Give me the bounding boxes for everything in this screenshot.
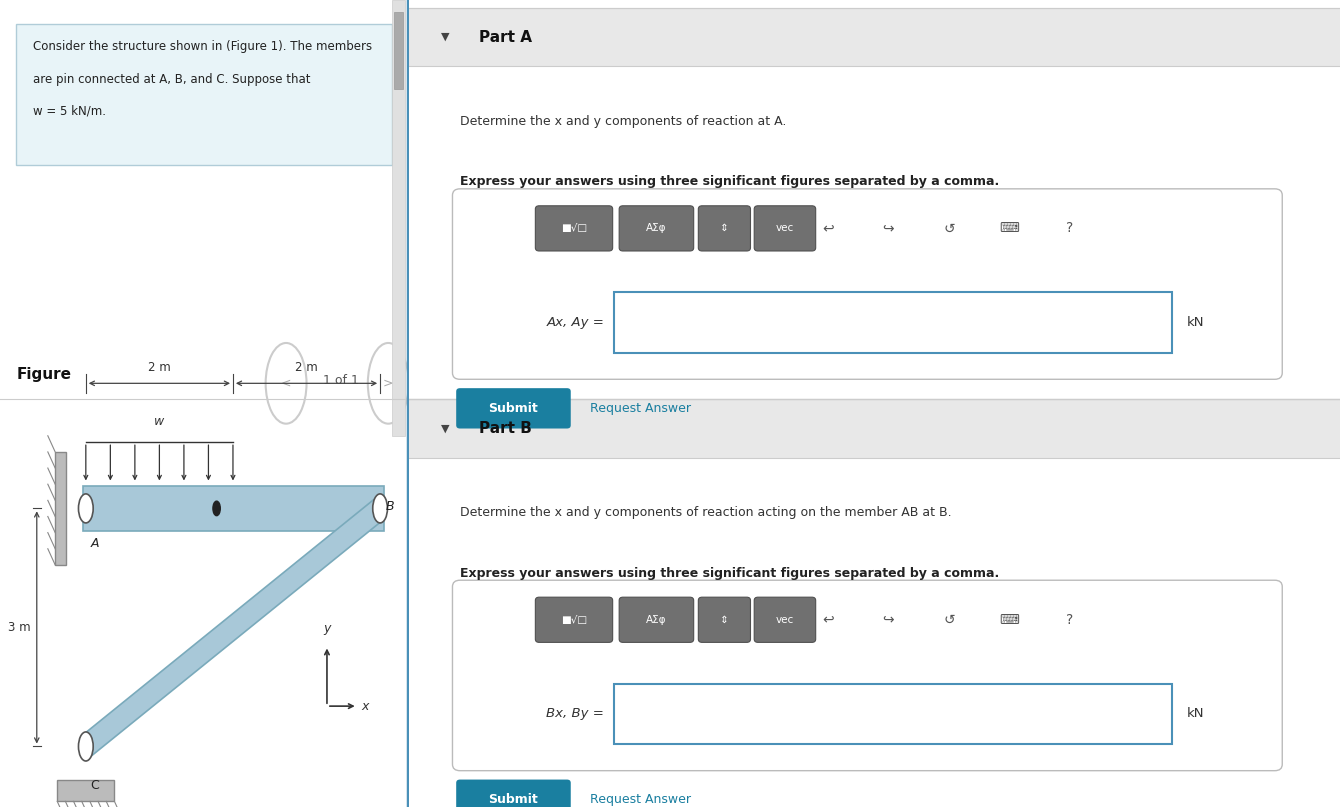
Text: ?: ? [1067, 613, 1073, 627]
Text: Request Answer: Request Answer [591, 402, 691, 415]
Text: ■√□: ■√□ [561, 224, 587, 233]
Text: Express your answers using three significant figures separated by a comma.: Express your answers using three signifi… [460, 175, 1000, 188]
Text: w: w [154, 415, 165, 428]
Text: <: < [281, 377, 291, 390]
Text: kN: kN [1186, 316, 1203, 329]
Circle shape [213, 501, 220, 516]
FancyBboxPatch shape [456, 780, 571, 807]
Text: Submit: Submit [489, 793, 539, 806]
Text: Request Answer: Request Answer [591, 793, 691, 806]
Text: ↪: ↪ [883, 613, 894, 627]
FancyBboxPatch shape [614, 684, 1172, 744]
Text: ↺: ↺ [943, 613, 954, 627]
Text: Determine the x and y components of reaction at A.: Determine the x and y components of reac… [460, 115, 787, 128]
Text: vec: vec [776, 224, 795, 233]
Text: AΣφ: AΣφ [646, 224, 667, 233]
Text: ↺: ↺ [943, 221, 954, 236]
FancyBboxPatch shape [614, 292, 1172, 353]
FancyBboxPatch shape [698, 206, 750, 251]
Text: ▼: ▼ [441, 32, 450, 42]
Polygon shape [83, 496, 383, 759]
Bar [394, 12, 403, 89]
Text: ↩: ↩ [821, 613, 833, 627]
Text: Express your answers using three significant figures separated by a comma.: Express your answers using three signifi… [460, 567, 1000, 579]
Text: ⇕: ⇕ [720, 224, 729, 233]
FancyBboxPatch shape [698, 597, 750, 642]
Text: w = 5 kN/m.: w = 5 kN/m. [32, 105, 106, 118]
Text: ?: ? [1067, 221, 1073, 236]
Polygon shape [83, 486, 385, 531]
Text: are pin connected at A, B, and C. Suppose that: are pin connected at A, B, and C. Suppos… [32, 73, 310, 86]
Text: vec: vec [776, 615, 795, 625]
Text: y: y [323, 622, 331, 635]
Text: ▼: ▼ [441, 424, 450, 433]
Text: ↩: ↩ [821, 221, 833, 236]
Text: 3 m: 3 m [8, 621, 31, 634]
FancyBboxPatch shape [409, 399, 1340, 458]
Text: ■√□: ■√□ [561, 615, 587, 625]
Text: 2 m: 2 m [147, 361, 170, 374]
Text: >: > [383, 377, 394, 390]
Text: Part B: Part B [478, 421, 532, 436]
Text: Ax, Ay =: Ax, Ay = [547, 316, 604, 329]
Text: ⇕: ⇕ [720, 615, 729, 625]
Text: Determine the x and y components of reaction acting on the member AB at B.: Determine the x and y components of reac… [460, 506, 951, 519]
FancyBboxPatch shape [536, 206, 612, 251]
FancyBboxPatch shape [409, 8, 1340, 66]
Text: 2 m: 2 m [295, 361, 318, 374]
Text: Figure: Figure [16, 367, 71, 383]
FancyBboxPatch shape [16, 24, 393, 165]
Text: Bx, By =: Bx, By = [547, 707, 604, 721]
FancyBboxPatch shape [453, 189, 1282, 379]
Bar [55, 452, 66, 565]
FancyBboxPatch shape [536, 597, 612, 642]
Text: Submit: Submit [489, 402, 539, 415]
FancyBboxPatch shape [619, 597, 694, 642]
Text: ⌨: ⌨ [1000, 221, 1020, 236]
Text: A: A [91, 537, 99, 550]
Text: Part A: Part A [478, 30, 532, 44]
Bar [393, 0, 405, 436]
Text: 1 of 1: 1 of 1 [323, 374, 359, 387]
Text: Consider the structure shown in (Figure 1). The members: Consider the structure shown in (Figure … [32, 40, 371, 53]
Circle shape [373, 494, 387, 523]
Circle shape [79, 732, 94, 761]
Text: AΣφ: AΣφ [646, 615, 667, 625]
Circle shape [79, 494, 94, 523]
Text: B: B [386, 500, 394, 513]
Text: C: C [90, 779, 99, 792]
FancyBboxPatch shape [619, 206, 694, 251]
Text: ↪: ↪ [883, 221, 894, 236]
FancyBboxPatch shape [456, 388, 571, 429]
Text: ⌨: ⌨ [1000, 613, 1020, 627]
FancyBboxPatch shape [453, 580, 1282, 771]
FancyBboxPatch shape [754, 206, 816, 251]
Bar [58, 780, 114, 801]
FancyBboxPatch shape [754, 597, 816, 642]
Text: kN: kN [1186, 707, 1203, 721]
Text: x: x [362, 700, 368, 713]
